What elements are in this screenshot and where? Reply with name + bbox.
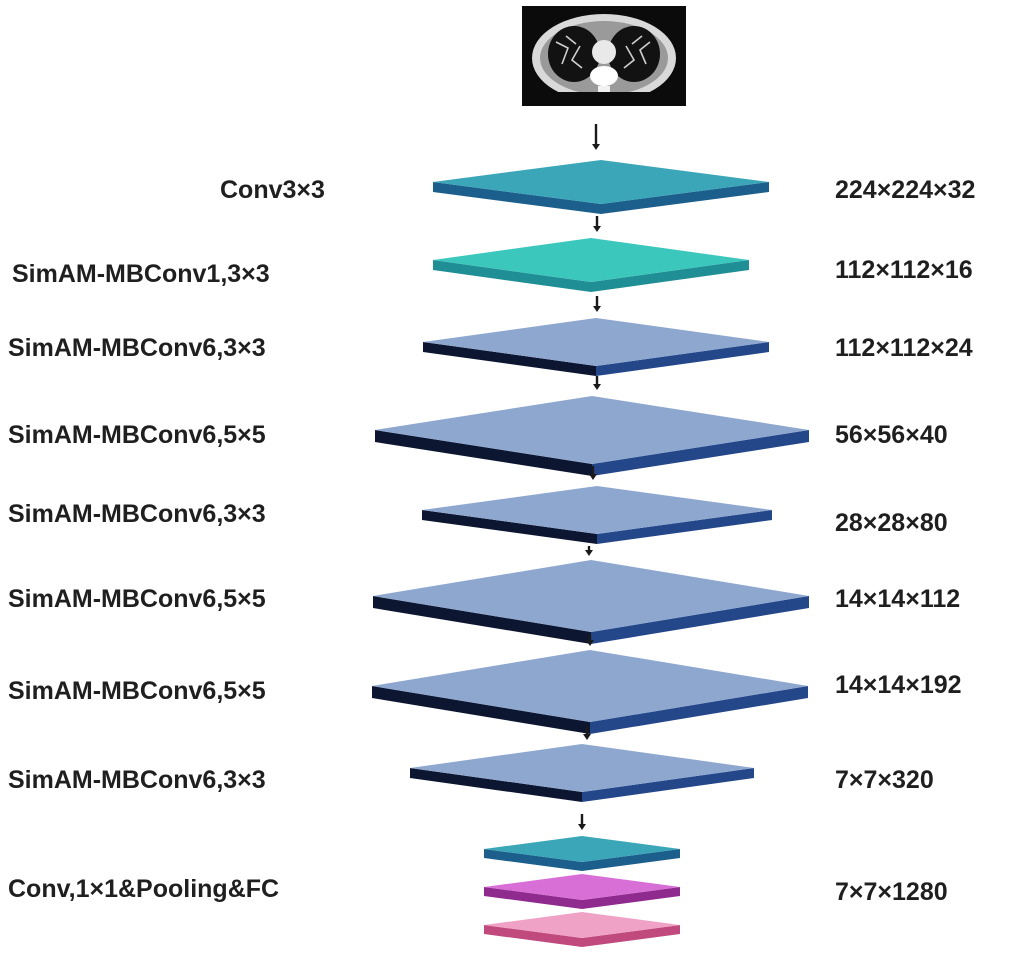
layer-name-simam-mbconv1: SimAM-MBConv1,3×3 [12,260,270,288]
layer-name-simam-mbconv6-c: SimAM-MBConv6,3×3 [8,500,266,528]
output-shape-layer-6: 14×14×112 [835,585,961,613]
layer-block-simam-mbconv6-e-right-face [590,686,808,734]
flow-arrow-4 [593,376,601,390]
output-shape-layer-4: 56×56×40 [835,421,948,449]
layer-name-conv3x3: Conv3×3 [220,176,325,204]
layer-block-fc [484,912,680,947]
flow-arrow-6 [585,546,593,556]
layer-block-simam-mbconv6-d [373,560,809,644]
layer-block-simam-mbconv1 [433,238,749,292]
layer-block-simam-mbconv6-a-left-face [423,342,596,376]
layer-block-conv1x1-right-face [582,849,680,871]
layer-block-conv3x3-top-face [433,160,769,204]
layer-name-simam-mbconv6-a: SimAM-MBConv6,3×3 [8,334,266,362]
ct-scan-image [522,6,686,106]
layer-block-simam-mbconv6-c-left-face [422,510,597,544]
chest-ct-scan-icon [522,6,686,106]
layer-block-conv3x3-left-face [433,182,601,214]
layer-block-simam-mbconv6-c-right-face [597,510,772,544]
layer-name-conv-pooling-fc: Conv,1×1&Pooling&FC [8,875,280,903]
layer-block-simam-mbconv6-e-top-face [372,650,808,722]
layer-block-fc-top-face [484,912,680,938]
layer-block-fc-right-face [582,925,680,947]
layer-block-simam-mbconv6-f [410,744,754,802]
output-shape-layer-5: 28×28×80 [835,509,948,537]
flow-arrow-7 [586,634,594,646]
output-shape-layer-2: 112×112×16 [835,256,973,284]
layer-block-simam-mbconv6-f-right-face [582,768,754,802]
layer-name-simam-mbconv6-d: SimAM-MBConv6,5×5 [8,585,266,613]
layer-name-simam-mbconv6-f: SimAM-MBConv6,3×3 [8,766,266,794]
flow-arrow-1 [592,124,600,150]
layer-block-simam-mbconv6-b-top-face [375,396,809,464]
flow-arrow-5 [589,466,597,480]
output-shape-layer-7: 14×14×192 [835,671,962,699]
output-shape-layer-8: 7×7×320 [835,766,934,794]
layer-block-simam-mbconv6-d-top-face [373,560,809,632]
layer-block-simam-mbconv1-left-face [433,260,591,292]
layer-block-simam-mbconv6-d-right-face [591,596,809,644]
output-shape-layer-3: 112×112×24 [835,334,973,362]
layer-block-conv1x1-top-face [484,836,680,862]
output-shape-layer-1: 224×224×32 [835,176,976,204]
layer-block-simam-mbconv6-c-top-face [422,486,772,534]
flow-arrow-3 [593,296,601,312]
layer-block-conv3x3 [433,160,769,214]
layer-name-simam-mbconv6-e: SimAM-MBConv6,5×5 [8,677,266,705]
layer-block-conv1x1-left-face [484,849,582,871]
layer-block-simam-mbconv6-a-right-face [596,342,769,376]
layer-block-pooling-right-face [582,887,680,909]
layer-block-simam-mbconv6-a [423,318,769,376]
layer-block-pooling-left-face [484,887,582,909]
output-shape-layer-9: 7×7×1280 [835,878,948,906]
layer-block-simam-mbconv6-e [372,650,808,734]
layer-block-simam-mbconv6-b [375,396,809,476]
flow-arrow-2 [593,216,601,232]
layer-block-simam-mbconv6-c [422,486,772,544]
layer-block-fc-left-face [484,925,582,947]
layer-blocks-group [372,160,809,947]
layer-block-simam-mbconv6-f-top-face [410,744,754,792]
layer-block-simam-mbconv6-e-left-face [372,686,590,734]
layer-block-simam-mbconv6-d-left-face [373,596,591,644]
layer-block-simam-mbconv1-top-face [433,238,749,282]
flow-arrows-group [578,124,601,830]
layer-block-simam-mbconv6-a-top-face [423,318,769,366]
layer-block-conv1x1 [484,836,680,871]
flow-arrow-9 [578,814,586,830]
layer-block-conv3x3-right-face [601,182,769,214]
layer-block-simam-mbconv6-b-left-face [375,430,592,476]
layer-block-simam-mbconv1-right-face [591,260,749,292]
layer-name-simam-mbconv6-b: SimAM-MBConv6,5×5 [8,421,266,449]
layer-block-simam-mbconv6-b-right-face [592,430,809,476]
layer-block-pooling-top-face [484,874,680,900]
flow-arrow-8 [583,726,591,740]
layer-block-pooling [484,874,680,909]
layer-block-simam-mbconv6-f-left-face [410,768,582,802]
